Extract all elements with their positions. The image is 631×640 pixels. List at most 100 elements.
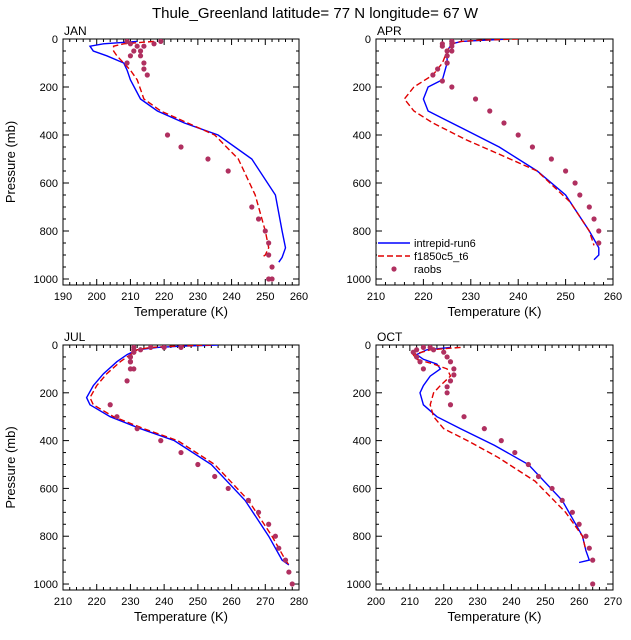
raobs-point [164,132,171,138]
raobs-point [249,204,255,210]
plot-frame [62,344,300,591]
raobs-point [535,473,542,480]
legend-entry-label: raobs [414,264,442,276]
x-tick-label: 210 [121,291,139,303]
panel-label: JUL [64,330,86,344]
x-tick-label: 240 [509,291,527,303]
raobs-point [255,509,262,515]
panel-jan: JAN 190 200 210 220 230 240 250 260 0 200 400 600 800… [3,24,308,319]
y-tick-label: 0 [52,34,58,46]
raobs-point [158,39,164,44]
raobs-point [225,168,231,174]
x-axis-label: Temperature (K) [134,304,228,319]
y-tick-label: 400 [40,130,58,142]
raobs-point [451,366,457,372]
raobs-point [596,240,602,246]
raobs-point [124,378,130,384]
raobs-point [195,461,201,468]
raobs-point [266,521,272,527]
y-tick-label: 200 [40,388,58,400]
y-tick-label: 600 [40,483,58,495]
plot-frame [62,38,300,286]
x-tick-label: 230 [189,291,207,303]
raobs-point [577,192,583,198]
x-tick-label: 270 [604,596,622,608]
raobs-point [549,485,555,492]
raobs-point [225,485,231,492]
intrepid-run6-line [415,346,591,564]
raobs-point [141,43,147,49]
x-tick-label: 220 [414,291,432,303]
raobs-point [420,345,426,350]
x-tick-label: 280 [290,596,308,608]
x-tick-label: 220 [155,291,173,303]
f1850c5_t6-line [112,40,270,258]
raobs-point [515,132,521,138]
raobs-point [158,438,164,444]
y-tick-label: 0 [52,340,58,352]
f1850c5_t6-line [403,39,595,246]
raobs-point [444,60,450,66]
x-tick-label: 230 [462,291,480,303]
raobs-point [107,402,113,408]
x-tick-label: 260 [570,596,588,608]
panel-jul: JUL 210 220 230 240 250 260 270 280 0 200 400 600 800… [3,330,308,624]
raobs-point [559,497,565,503]
x-tick-label: 220 [435,596,453,608]
x-tick-label: 240 [222,291,240,303]
raobs-point [205,156,211,162]
raobs-point [572,180,578,186]
x-tick-label: 260 [222,596,240,608]
x-tick-label: 230 [468,596,486,608]
x-tick-label: 230 [121,596,139,608]
legend-marker [391,266,397,272]
raobs-point [114,414,120,420]
raobs-point [417,359,423,365]
raobs-point [289,581,295,587]
raobs-point [447,402,454,408]
raobs-point [590,557,596,563]
raobs-point [449,84,455,90]
raobs-point [441,349,447,355]
raobs-point [548,156,554,162]
figure-title: Thule_Greenland latitude= 77 N longitude… [152,5,479,22]
raobs-point [449,48,455,54]
panel-label: JAN [64,24,87,38]
raobs-point [212,473,218,480]
raobs-point [178,449,184,456]
x-tick-label: 220 [88,596,106,608]
raobs-point [255,216,262,222]
raobs-point [137,53,144,59]
raobs-point [272,533,278,539]
raobs-point [447,359,454,365]
intrepid-run6-line [422,39,600,261]
raobs-point [134,43,140,49]
raobs-point [414,354,420,360]
y-tick-label: 600 [353,483,371,495]
raobs-point [137,347,144,353]
y-tick-label: 1000 [347,274,371,286]
y-tick-label: 600 [40,178,58,190]
raobs-point [591,216,597,222]
raobs-point [481,426,487,432]
raobs-point [124,60,130,66]
y-tick-label: 200 [353,388,371,400]
y-tick-label: 0 [365,340,371,352]
panel-apr: APR 210 220 230 240 250 260 0 200 400 600 800 1000 Te… [347,24,623,319]
raobs-point [439,78,445,84]
raobs-point [141,66,147,72]
y-axis-label: Pressure (mb) [3,426,18,508]
raobs-point [586,204,592,210]
raobs-point [596,228,602,234]
series-group [403,39,602,261]
f1850c5_t6-line [412,346,587,551]
series-group [88,39,287,282]
raobs-point [286,569,292,575]
legend-entry-label: f1850c5_t6 [414,251,468,263]
y-tick-label: 800 [40,531,58,543]
raobs-point [444,354,450,360]
y-tick-label: 1000 [34,274,58,286]
y-tick-label: 400 [353,436,371,448]
raobs-point [410,349,416,355]
x-tick-label: 270 [256,596,274,608]
